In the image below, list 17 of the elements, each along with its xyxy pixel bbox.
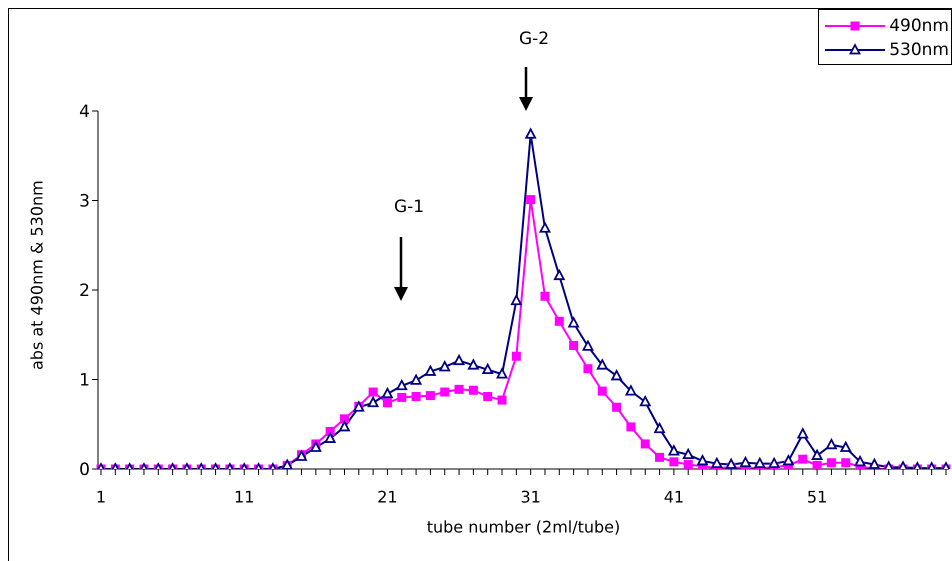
y-axis-title: abs at 490nm & 530nm [28, 180, 47, 370]
y-tick-label: 1 [79, 370, 90, 391]
x-axis-title: tube number (2ml/tube) [426, 517, 620, 536]
x-tick-label: 51 [806, 487, 828, 506]
y-tick-label: 3 [79, 192, 90, 212]
x-tick-label: 11 [234, 487, 254, 506]
legend-label: 530nm [889, 40, 949, 60]
y-tick-label: 2 [79, 281, 90, 302]
y-tick-label: 4 [79, 102, 90, 122]
y-tick-label: 0 [79, 460, 90, 480]
annotation: G-1 [392, 197, 426, 217]
legend-label: 490nm [889, 16, 949, 36]
text: G-2 [518, 29, 550, 49]
x-tick-label: 41 [664, 487, 684, 506]
x-tick-label: 31 [520, 487, 541, 506]
x-tick-label: 21 [377, 487, 398, 506]
x-tick-label: 1 [96, 487, 106, 506]
